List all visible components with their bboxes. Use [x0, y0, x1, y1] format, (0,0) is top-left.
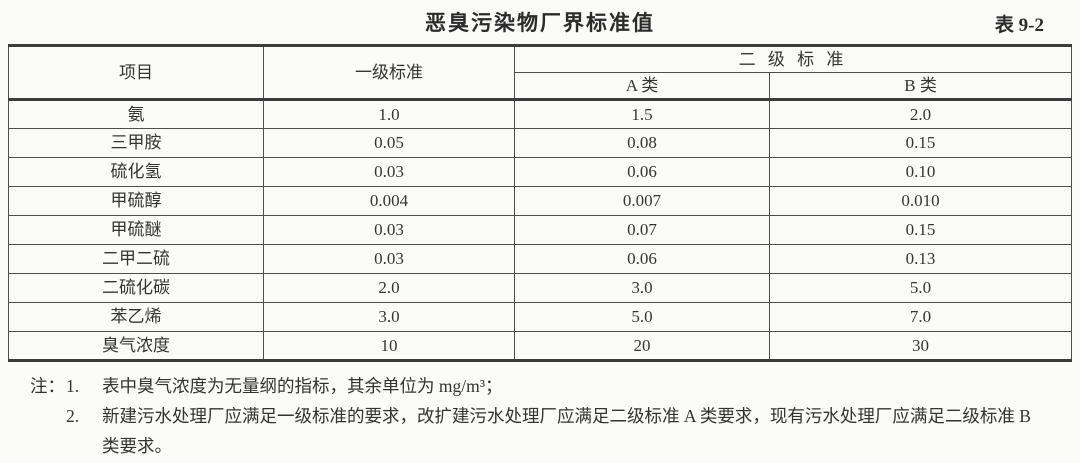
note-number: 1. [66, 376, 80, 396]
item-cell: 甲硫醇 [7, 186, 265, 216]
table-row: 甲硫醇 0.004 0.007 0.010 [7, 186, 1072, 216]
class-b-cell: 0.15 [769, 215, 1072, 245]
table-row: 硫化氢 0.03 0.06 0.10 [7, 157, 1072, 187]
class-a-cell: 5.0 [513, 302, 771, 332]
table-caption-row: 恶臭污染物厂界标准值 表 9-2 [0, 0, 1080, 44]
class-a-cell: 0.06 [513, 157, 771, 187]
level1-cell: 3.0 [263, 302, 515, 332]
level1-cell: 2.0 [263, 273, 515, 303]
class-b-cell: 30 [769, 331, 1072, 361]
class-a-cell: 0.007 [513, 186, 771, 216]
notes-list: 1. 表中臭气浓度为无量纲的指标，其余单位为 mg/m³； 2. 新建污水处理厂… [66, 371, 1050, 461]
item-cell: 苯乙烯 [7, 302, 265, 332]
note-text: 新建污水处理厂应满足一级标准的要求，改扩建污水处理厂应满足二级标准 A 类要求，… [102, 406, 1031, 456]
level1-cell: 0.03 [263, 215, 515, 245]
col-header-item: 项目 [7, 45, 265, 100]
class-a-cell: 0.07 [513, 215, 771, 245]
class-b-cell: 0.10 [769, 157, 1072, 187]
item-cell: 二甲二硫 [7, 244, 265, 274]
table-row: 二甲二硫 0.03 0.06 0.13 [7, 244, 1072, 274]
class-a-cell: 20 [513, 331, 771, 361]
standards-table: 项目 一级标准 二 级 标 准 A 类 B 类 氨 1.0 1.5 2.0 三甲… [7, 44, 1073, 362]
level1-cell: 10 [263, 331, 515, 361]
table-row: 氨 1.0 1.5 2.0 [7, 99, 1072, 129]
class-a-cell: 0.06 [513, 244, 771, 274]
note-text: 表中臭气浓度为无量纲的指标，其余单位为 mg/m³； [102, 376, 503, 396]
col-header-level1: 一级标准 [263, 45, 515, 100]
level1-cell: 0.05 [263, 128, 515, 158]
table-row: 甲硫醚 0.03 0.07 0.15 [7, 215, 1072, 245]
class-b-cell: 0.010 [769, 186, 1072, 216]
class-b-cell: 5.0 [769, 273, 1072, 303]
class-b-cell: 2.0 [769, 99, 1072, 129]
page-title: 恶臭污染物厂界标准值 [425, 11, 655, 35]
level1-cell: 0.03 [263, 157, 515, 187]
table-row: 三甲胺 0.05 0.08 0.15 [7, 128, 1072, 158]
level1-cell: 0.03 [263, 244, 515, 274]
class-a-cell: 0.08 [513, 128, 771, 158]
item-cell: 臭气浓度 [7, 331, 265, 361]
table-row: 二硫化碳 2.0 3.0 5.0 [7, 273, 1072, 303]
notes-section: 注： 1. 表中臭气浓度为无量纲的指标，其余单位为 mg/m³； 2. 新建污水… [0, 371, 1080, 461]
item-cell: 二硫化碳 [7, 273, 265, 303]
header-row-2: A 类 B 类 [9, 72, 1072, 101]
class-a-cell: 3.0 [513, 273, 771, 303]
item-cell: 硫化氢 [7, 157, 265, 187]
header-row-1: 项目 一级标准 二 级 标 准 [7, 45, 1073, 100]
class-a-cell: 1.5 [513, 99, 771, 129]
note-item: 1. 表中臭气浓度为无量纲的指标，其余单位为 mg/m³； [66, 371, 1050, 401]
note-item: 2. 新建污水处理厂应满足一级标准的要求，改扩建污水处理厂应满足二级标准 A 类… [66, 401, 1050, 461]
col-header-level2: 二 级 标 准 [513, 45, 1073, 73]
col-header-class-a: A 类 [513, 72, 771, 101]
class-b-cell: 7.0 [769, 302, 1072, 332]
table-row: 苯乙烯 3.0 5.0 7.0 [7, 302, 1072, 332]
table-number: 表 9-2 [994, 15, 1044, 36]
level1-cell: 0.004 [263, 186, 515, 216]
item-cell: 氨 [7, 99, 265, 129]
class-b-cell: 0.13 [769, 244, 1072, 274]
table-row: 臭气浓度 10 20 30 [7, 331, 1072, 361]
level1-cell: 1.0 [263, 99, 515, 129]
col-header-class-b: B 类 [769, 72, 1072, 101]
item-cell: 甲硫醚 [7, 215, 265, 245]
item-cell: 三甲胺 [7, 128, 265, 158]
note-number: 2. [66, 406, 80, 426]
class-b-cell: 0.15 [769, 128, 1072, 158]
notes-label: 注： [30, 376, 65, 396]
